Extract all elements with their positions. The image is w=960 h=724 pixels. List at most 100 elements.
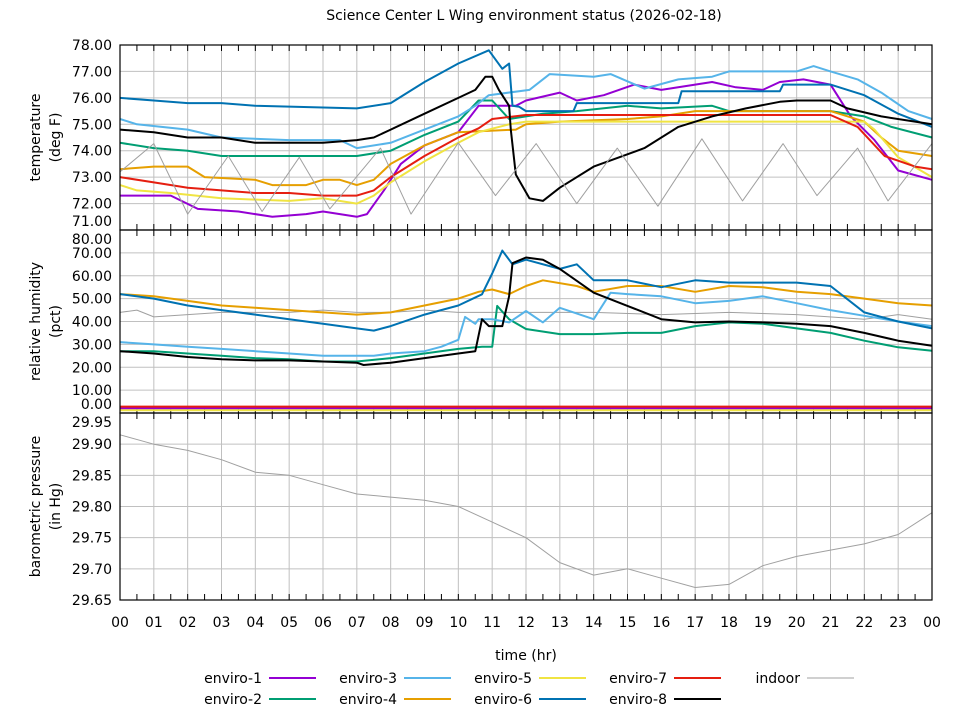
x-tick-label: 17 <box>686 615 704 631</box>
series-line-indoor <box>119 138 933 215</box>
x-tick-label: 22 <box>855 615 873 631</box>
y-axis-label: barometric pressure (in Hg) <box>28 436 64 577</box>
x-tick-label: 14 <box>585 615 603 631</box>
x-tick-label: 04 <box>246 615 264 631</box>
y-tick-label: 40.00 <box>72 315 112 331</box>
legend-item-enviro-4: enviro-4 <box>339 692 451 708</box>
y-tick-label: 60.00 <box>72 269 112 285</box>
y-tick-label: 29.85 <box>72 468 112 484</box>
x-tick-label: 00 <box>923 615 941 631</box>
x-tick-label: 05 <box>280 615 298 631</box>
y-tick-label: 50.00 <box>72 292 112 308</box>
y-axis-label-line: temperature <box>28 94 44 182</box>
x-tick-label: 13 <box>551 615 569 631</box>
x-tick-labels: 00 01 02 03 04 05 06 07 08 09 10 11 12 13 14 15 16 17 18 19… <box>111 615 941 631</box>
y-tick-label: 71.00 <box>72 214 112 230</box>
panel-pressure: 29.65 29.70 29.75 29.80 29.85 29.90 29.95 barom… <box>28 412 933 609</box>
x-tick-label: 00 <box>111 615 129 631</box>
y-tick-label: 74.00 <box>72 144 112 160</box>
x-tick-label: 02 <box>179 615 197 631</box>
legend-label: enviro-6 <box>474 692 532 708</box>
x-tick-label: 06 <box>314 615 332 631</box>
x-tick-label: 07 <box>348 615 366 631</box>
y-tick-label: 20.00 <box>72 360 112 376</box>
y-axis-label-line: relative humidity <box>28 262 44 381</box>
x-tick-label: 08 <box>382 615 400 631</box>
series-line-enviro-1 <box>120 78 933 218</box>
y-tick-label: 78.00 <box>72 38 112 54</box>
series-line-enviro-6 <box>119 49 933 128</box>
x-axis-label: time (hr) <box>495 648 557 664</box>
x-tick-label: 10 <box>449 615 467 631</box>
y-tick-label: 77.00 <box>72 64 112 80</box>
y-axis-label: relative humidity (pct) <box>28 262 64 381</box>
y-tick-label: 30.00 <box>72 337 112 353</box>
legend-label: enviro-4 <box>339 692 397 708</box>
x-tick-label: 16 <box>652 615 670 631</box>
y-axis-label-line: (in Hg) <box>48 483 64 531</box>
legend-label: enviro-2 <box>204 692 262 708</box>
y-tick-label: 29.80 <box>72 500 112 516</box>
series-line-indoor <box>119 309 933 320</box>
x-tick-label: 15 <box>619 615 637 631</box>
x-tick-label: 19 <box>754 615 772 631</box>
x-tick-label: 03 <box>213 615 231 631</box>
legend-label: enviro-3 <box>339 671 397 687</box>
legend-label: enviro-8 <box>609 692 667 708</box>
series-line-enviro-7 <box>119 114 933 197</box>
y-tick-label: 76.00 <box>72 91 112 107</box>
x-tick-label: 21 <box>822 615 840 631</box>
series-line-enviro-4 <box>119 279 933 316</box>
legend-item-enviro-6: enviro-6 <box>474 692 586 708</box>
y-tick-label: 29.65 <box>72 593 112 609</box>
legend-item-enviro-7: enviro-7 <box>609 671 721 687</box>
y-axis-label-line: (deg F) <box>48 113 64 163</box>
y-tick-label: 70.00 <box>72 246 112 262</box>
y-axis-label-line: (pct) <box>48 305 64 338</box>
y-tick-label: 29.90 <box>72 437 112 453</box>
legend: enviro-1 enviro-2 enviro-3 enviro-4 enviro-5… <box>204 671 854 708</box>
x-tick-label: 11 <box>483 615 501 631</box>
series-line-enviro-2 <box>120 304 933 363</box>
series-line-enviro-3 <box>119 291 933 357</box>
series-line-enviro-8 <box>119 75 933 202</box>
x-tick-label: 20 <box>788 615 806 631</box>
legend-item-enviro-8: enviro-8 <box>609 692 721 708</box>
x-tick-label: 12 <box>517 615 535 631</box>
y-tick-label: 75.00 <box>72 117 112 133</box>
legend-item-enviro-1: enviro-1 <box>204 671 316 687</box>
legend-label: indoor <box>755 671 800 687</box>
legend-label: enviro-5 <box>474 671 532 687</box>
y-tick-label: 29.70 <box>72 562 112 578</box>
x-tick-label: 18 <box>720 615 738 631</box>
y-tick-label: 29.75 <box>72 531 112 547</box>
legend-label: enviro-7 <box>609 671 667 687</box>
legend-item-enviro-3: enviro-3 <box>339 671 451 687</box>
panel-border <box>119 412 933 601</box>
y-tick-label: 72.00 <box>72 197 112 213</box>
y-tick-label: 10.00 <box>72 383 112 399</box>
legend-item-enviro-2: enviro-2 <box>204 692 316 708</box>
x-tick-label: 01 <box>145 615 163 631</box>
x-tick-label: 09 <box>416 615 434 631</box>
series-line-enviro-4 <box>119 110 933 187</box>
y-tick-label: 80.00 <box>72 232 112 248</box>
y-tick-label: 0.00 <box>81 397 112 413</box>
y-axis-label-line: barometric pressure <box>28 436 44 577</box>
legend-item-enviro-5: enviro-5 <box>474 671 586 687</box>
y-tick-label: 29.95 <box>72 415 112 431</box>
chart-title: Science Center L Wing environment status… <box>326 8 722 24</box>
legend-label: enviro-1 <box>204 671 262 687</box>
x-tick-label: 23 <box>889 615 907 631</box>
series-line-indoor <box>119 434 933 588</box>
y-axis-label: temperature (deg F) <box>28 94 64 182</box>
series-line-enviro-3 <box>119 65 933 150</box>
series-line-enviro-8 <box>119 256 933 366</box>
series-line-enviro-5 <box>119 120 933 205</box>
series-line-enviro-6 <box>119 249 933 332</box>
legend-item-indoor: indoor <box>755 671 854 687</box>
